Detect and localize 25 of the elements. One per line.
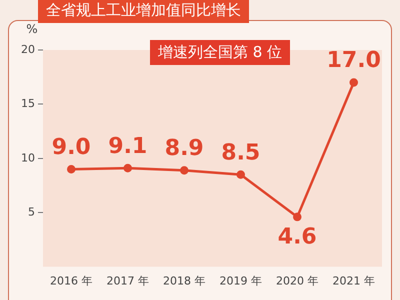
x-tick-label: 2018 年 (163, 274, 206, 288)
data-label: 9.1 (108, 134, 148, 159)
data-label: 8.9 (164, 136, 204, 162)
data-label: 4.6 (278, 224, 317, 250)
y-tick-label: 20 (20, 42, 35, 56)
x-tick-label: 2020 年 (276, 274, 318, 288)
x-tick-label: 2019 年 (220, 274, 262, 288)
y-tick-label: 10 (20, 151, 35, 164)
chart-title: 全省规上工业增加值同比增长 (38, 0, 249, 23)
data-label: 17.0 (326, 48, 381, 74)
point (67, 164, 76, 174)
annotation: 增速列全国第 8 位 (150, 40, 290, 65)
y-tick-label: 15 (20, 97, 35, 110)
point (350, 78, 358, 87)
x-tick-label: 2016 年 (50, 274, 92, 288)
x-tick-label: 2017 年 (106, 274, 149, 288)
y-axis-title: % (26, 22, 38, 36)
y-tick-label: 5 (28, 205, 35, 218)
point (124, 164, 132, 172)
point (236, 170, 245, 179)
point (293, 212, 302, 222)
x-tick-label: 2021 年 (332, 274, 375, 288)
data-label: 8.5 (221, 140, 260, 166)
point (180, 166, 188, 175)
data-label: 9.0 (52, 134, 91, 160)
